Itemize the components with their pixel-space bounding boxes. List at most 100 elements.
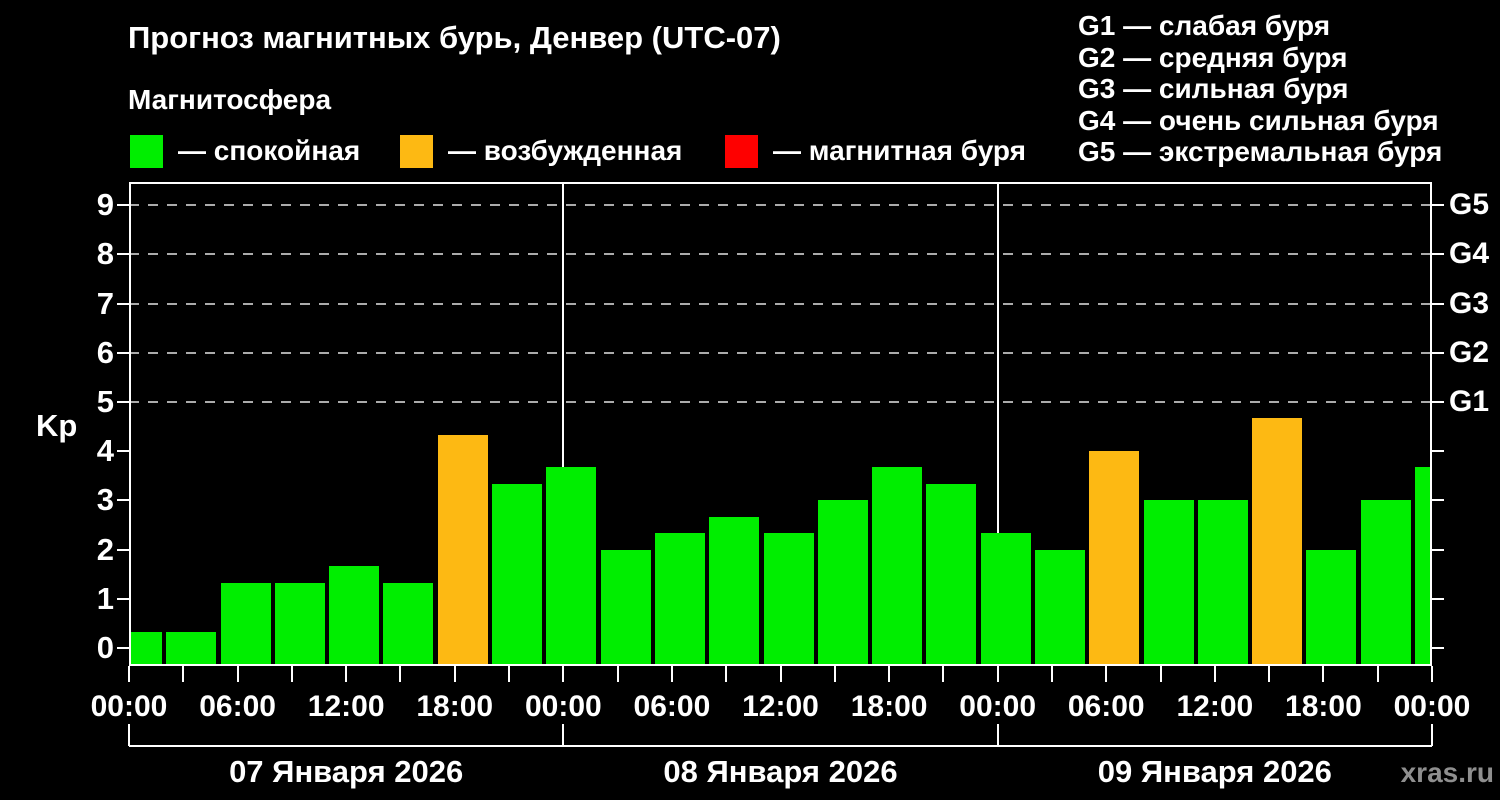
x-axis-tick [399,666,402,682]
kp-bar [763,533,814,664]
legend-label-quiet: — спокойная [178,135,361,166]
gridline-kp8 [129,253,1432,256]
y-axis-tick-right [1432,499,1444,502]
x-axis-label: 12:00 [1176,690,1254,723]
x-axis-tick [1268,666,1271,682]
day-divider [562,182,565,666]
kp-bar [492,484,543,664]
day-divider [996,182,999,666]
kp-bar [926,484,977,664]
y-axis-label: 1 [96,580,114,616]
x-axis-tick [779,666,782,682]
kp-bar [1197,500,1248,664]
y-axis-tick-right [1432,401,1444,403]
kp-bar [166,631,217,664]
activity-legend: — спокойная — возбужденная — магнитная бур… [0,133,1060,173]
kp-bar [817,500,868,664]
x-axis-tick [996,666,999,682]
x-axis-tick [1376,666,1379,682]
day-bracket-tick [1431,724,1433,746]
x-axis-tick [670,666,673,682]
kp-bar [274,582,325,664]
x-axis-label: 18:00 [1285,690,1362,723]
x-axis-tick [562,666,565,682]
y-axis-tick-right [1432,351,1444,354]
day-bracket-tick [128,724,130,746]
kp-bar [709,516,760,664]
kp-bar [220,582,271,664]
watermark: xras.ru [1400,757,1494,788]
x-axis-tick [236,666,239,682]
x-axis-label: 06:00 [1067,690,1145,723]
y-axis-tick-right [1432,302,1444,305]
x-axis-label: 00:00 [90,690,168,723]
legend-swatch-excited [400,134,433,168]
x-axis-tick [1322,666,1325,682]
y-axis-tick-left [117,351,129,354]
legend-item-excited: — возбужденная [400,133,682,169]
x-axis-tick [128,666,130,682]
y-axis-label: 3 [96,482,114,518]
storm-scale-legend: G1 — слабая буря G2 — средняя буря G3 — си… [1078,10,1442,168]
x-axis-label: 12:00 [307,690,385,723]
y-axis-tick-right [1432,204,1444,207]
date-label: 09 Января 2026 [1097,754,1332,789]
x-axis-tick [182,666,185,682]
x-axis-label: 06:00 [199,690,276,723]
y-axis-tick-left [117,253,129,256]
y-axis-tick-left [117,401,129,403]
y-axis-tick-left [117,450,129,453]
kp-bar [329,565,380,664]
y-axis-label: 9 [96,187,114,223]
x-axis-tick [508,666,511,682]
legend-label-excited: — возбужденная [448,135,683,166]
x-axis-tick [888,666,891,682]
right-axis-label-g5: G5 [1449,188,1490,222]
kp-bar [600,549,651,664]
right-axis-label-g1: G1 [1449,385,1490,418]
day-bracket-line [129,745,1432,747]
date-label: 07 Января 2026 [229,754,464,789]
x-axis-label: 18:00 [850,690,928,723]
y-axis-tick-right [1432,597,1444,600]
x-axis-tick [942,666,945,682]
kp-bar [1252,418,1303,664]
x-axis-label: 18:00 [416,690,494,723]
y-axis-tick-left [117,647,129,649]
y-axis-tick-right [1432,253,1444,256]
y-axis-tick-right [1432,647,1444,649]
y-axis-label: 4 [96,433,114,469]
y-axis-title: Kp [36,408,78,443]
kp-bar [1089,451,1140,664]
x-axis-label: 00:00 [959,690,1037,723]
x-axis-label: 06:00 [633,690,711,723]
gridline-kp6 [129,351,1432,354]
kp-bar [872,467,923,664]
storm-scale-line: G2 — средняя буря [1078,41,1348,73]
x-axis-tick [1431,666,1433,682]
legend-swatch-storm [725,134,758,168]
right-axis-label-g2: G2 [1449,335,1490,369]
y-axis-tick-right [1432,548,1444,551]
y-axis-tick-left [117,302,129,305]
legend-swatch-quiet [130,134,163,168]
x-axis-tick [1105,666,1108,682]
date-label: 08 Января 2026 [663,754,898,789]
x-axis-tick [453,666,456,682]
legend-item-storm: — магнитная буря [725,133,1026,169]
right-axis-label-g3: G3 [1449,286,1490,320]
kp-bar [383,582,434,664]
y-axis-tick-left [117,499,129,502]
y-axis-label: 5 [96,384,114,419]
day-bracket-tick [996,724,999,746]
gridline-kp5 [129,401,1432,403]
day-bracket-tick [562,724,565,746]
x-axis-tick [290,666,293,682]
kp-bar [129,631,162,664]
legend-item-quiet: — спокойная [130,133,360,169]
x-axis-tick [1159,666,1162,682]
x-axis-label: 00:00 [524,690,602,723]
y-axis-label: 2 [96,531,114,567]
kp-bar [546,467,597,664]
y-axis-label: 7 [96,285,114,321]
